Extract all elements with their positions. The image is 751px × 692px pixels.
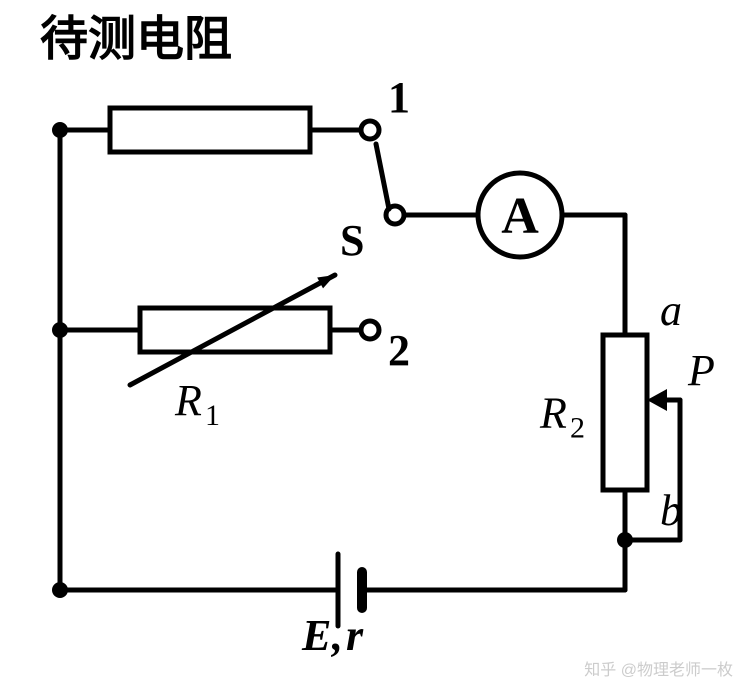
wiper-arrowhead: [647, 389, 667, 411]
arrowhead: [317, 275, 335, 288]
label-r2: R: [539, 389, 567, 438]
switch-arm[interactable]: [376, 144, 389, 209]
switch-terminal-2: [361, 321, 379, 339]
label-r1-sub: 1: [205, 399, 220, 432]
label-wiper: P: [687, 346, 715, 395]
label-1: 1: [388, 73, 410, 122]
label-E: E: [301, 611, 331, 660]
label-ammeter: A: [501, 188, 539, 245]
label-switch: S: [340, 216, 364, 265]
label-a: a: [660, 286, 682, 335]
title-label: 待测电阻: [40, 13, 232, 66]
label-r: r: [346, 611, 364, 660]
switch-terminal-1: [361, 121, 379, 139]
label-r1: R: [174, 376, 202, 425]
label-r2-sub: 2: [570, 412, 585, 445]
resistor-unknown: [110, 108, 310, 152]
label-2: 2: [388, 326, 410, 375]
label-comma: ,: [331, 611, 343, 660]
watermark: 知乎 @物理老师一枚: [584, 656, 733, 680]
resistor-r2: [603, 335, 647, 490]
